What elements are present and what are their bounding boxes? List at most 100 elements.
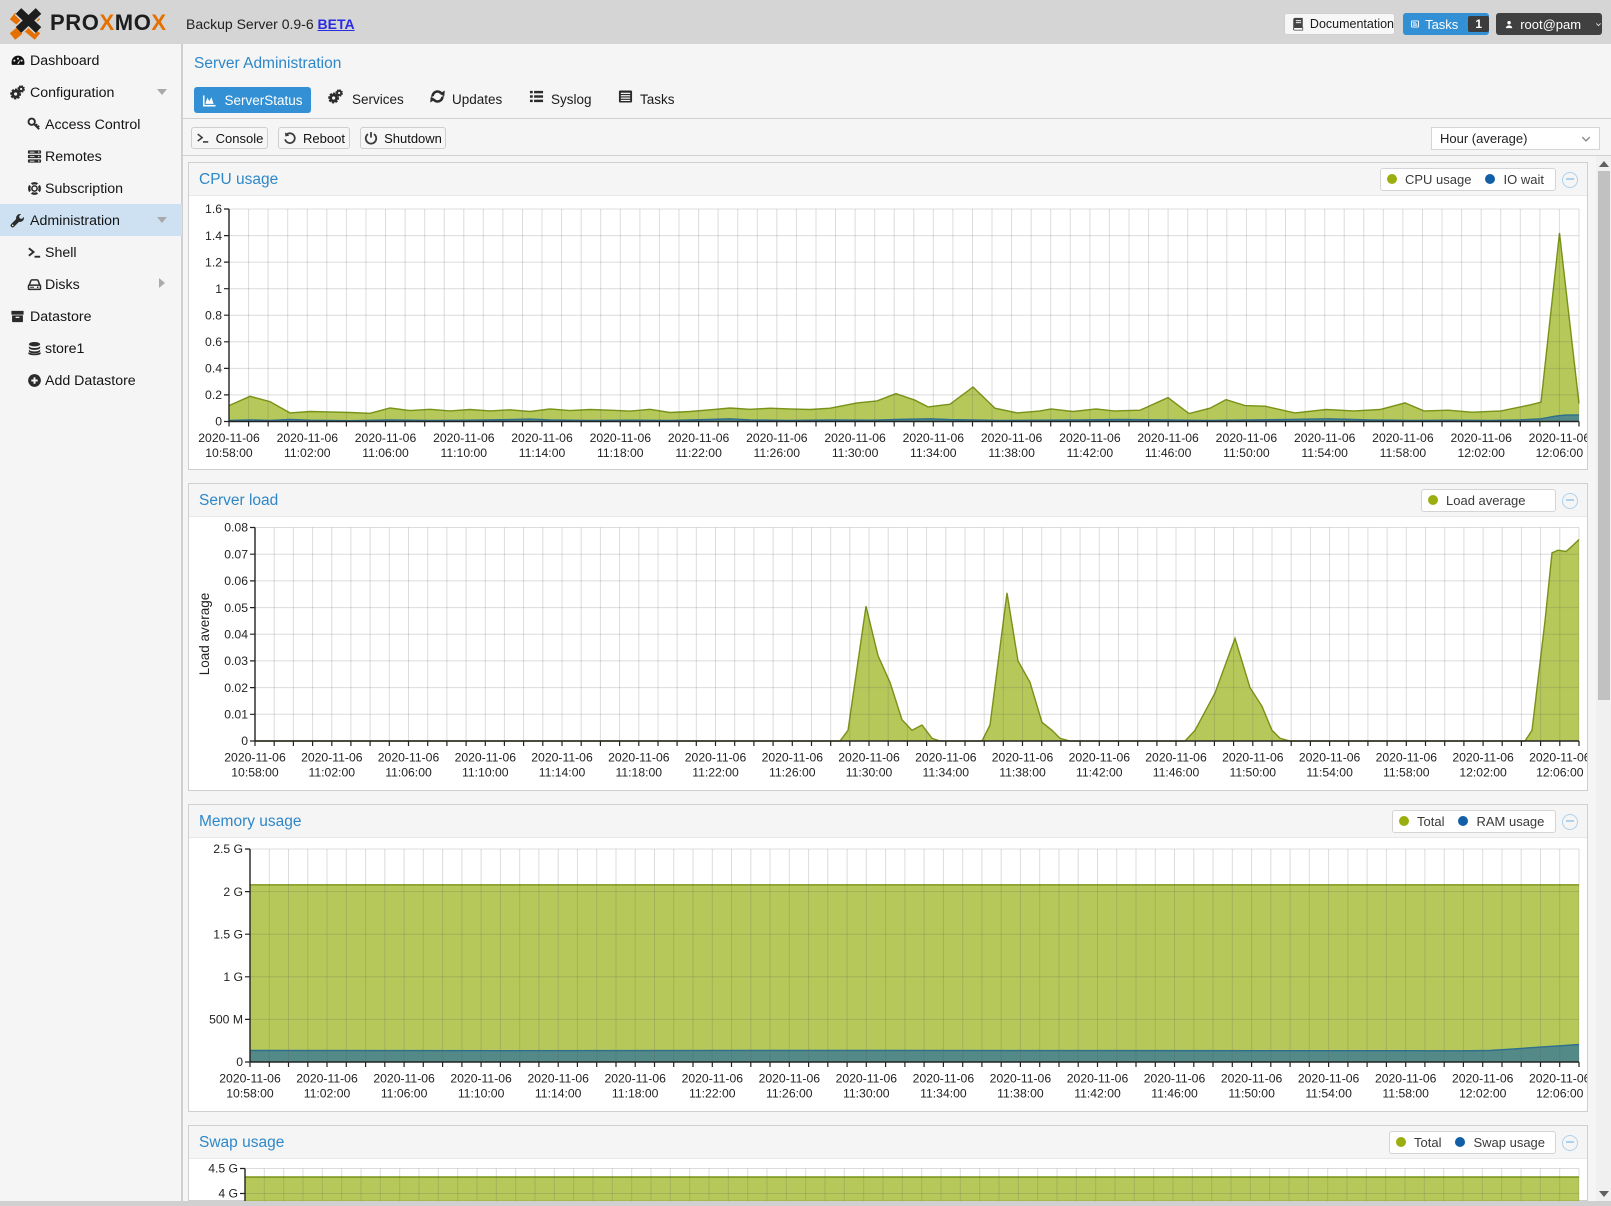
svg-text:11:14:00: 11:14:00 xyxy=(535,1087,582,1101)
svg-text:11:06:00: 11:06:00 xyxy=(385,766,432,780)
svg-text:1.5 G: 1.5 G xyxy=(213,927,243,941)
svg-text:11:14:00: 11:14:00 xyxy=(539,766,586,780)
svg-text:0.4: 0.4 xyxy=(205,362,222,376)
svg-text:2020-11-06: 2020-11-06 xyxy=(682,1072,744,1086)
svg-text:12:02:00: 12:02:00 xyxy=(1459,1087,1507,1101)
svg-text:11:30:00: 11:30:00 xyxy=(832,446,879,460)
svg-text:11:50:00: 11:50:00 xyxy=(1223,446,1270,460)
svg-text:2020-11-06: 2020-11-06 xyxy=(1450,431,1512,445)
svg-text:11:34:00: 11:34:00 xyxy=(923,766,970,780)
svg-text:2020-11-06: 2020-11-06 xyxy=(1221,1072,1283,1086)
svg-text:11:34:00: 11:34:00 xyxy=(910,446,957,460)
svg-text:2020-11-06: 2020-11-06 xyxy=(1216,431,1278,445)
svg-text:11:54:00: 11:54:00 xyxy=(1301,446,1348,460)
svg-text:2020-11-06: 2020-11-06 xyxy=(219,1072,281,1086)
svg-text:1.4: 1.4 xyxy=(205,229,222,243)
svg-text:2020-11-06: 2020-11-06 xyxy=(762,751,824,765)
svg-text:11:10:00: 11:10:00 xyxy=(462,766,509,780)
svg-text:11:14:00: 11:14:00 xyxy=(519,446,566,460)
svg-text:2020-11-06: 2020-11-06 xyxy=(1294,431,1356,445)
svg-text:11:46:00: 11:46:00 xyxy=(1151,1087,1198,1101)
svg-text:12:06:00: 12:06:00 xyxy=(1536,1087,1584,1101)
svg-text:11:30:00: 11:30:00 xyxy=(843,1087,890,1101)
svg-text:2020-11-06: 2020-11-06 xyxy=(455,751,517,765)
svg-text:11:10:00: 11:10:00 xyxy=(458,1087,505,1101)
svg-text:11:26:00: 11:26:00 xyxy=(766,1087,813,1101)
svg-text:0.6: 0.6 xyxy=(205,335,222,349)
svg-text:2.5 G: 2.5 G xyxy=(213,842,243,856)
svg-text:2020-11-06: 2020-11-06 xyxy=(903,431,965,445)
svg-text:11:06:00: 11:06:00 xyxy=(381,1087,428,1101)
svg-text:12:06:00: 12:06:00 xyxy=(1536,446,1584,460)
svg-text:0.06: 0.06 xyxy=(224,574,248,588)
svg-text:11:26:00: 11:26:00 xyxy=(754,446,801,460)
svg-text:2020-11-06: 2020-11-06 xyxy=(685,751,747,765)
svg-text:2020-11-06: 2020-11-06 xyxy=(836,1072,898,1086)
svg-text:0.03: 0.03 xyxy=(224,654,248,668)
svg-text:2020-11-06: 2020-11-06 xyxy=(531,751,593,765)
svg-text:2020-11-06: 2020-11-06 xyxy=(1222,751,1284,765)
svg-text:11:50:00: 11:50:00 xyxy=(1230,766,1277,780)
svg-text:500 M: 500 M xyxy=(209,1013,243,1027)
svg-text:0.05: 0.05 xyxy=(224,601,248,615)
svg-text:4.5 G: 4.5 G xyxy=(208,1162,238,1176)
svg-text:12:02:00: 12:02:00 xyxy=(1457,446,1505,460)
svg-text:Load average: Load average xyxy=(197,593,212,676)
svg-text:11:10:00: 11:10:00 xyxy=(441,446,488,460)
svg-text:11:22:00: 11:22:00 xyxy=(692,766,739,780)
svg-text:2020-11-06: 2020-11-06 xyxy=(590,431,652,445)
svg-text:1.6: 1.6 xyxy=(205,202,222,216)
svg-text:11:42:00: 11:42:00 xyxy=(1067,446,1114,460)
svg-text:11:46:00: 11:46:00 xyxy=(1145,446,1192,460)
svg-text:11:58:00: 11:58:00 xyxy=(1383,766,1430,780)
svg-text:1.2: 1.2 xyxy=(205,255,222,269)
svg-text:2020-11-06: 2020-11-06 xyxy=(1452,1072,1514,1086)
svg-text:11:58:00: 11:58:00 xyxy=(1382,1087,1429,1101)
svg-text:11:26:00: 11:26:00 xyxy=(769,766,816,780)
svg-text:11:50:00: 11:50:00 xyxy=(1228,1087,1275,1101)
svg-text:2020-11-06: 2020-11-06 xyxy=(296,1072,358,1086)
svg-text:2020-11-06: 2020-11-06 xyxy=(198,431,260,445)
svg-text:2020-11-06: 2020-11-06 xyxy=(511,431,573,445)
svg-text:0.01: 0.01 xyxy=(224,708,248,722)
svg-text:0.08: 0.08 xyxy=(224,521,248,535)
svg-text:2020-11-06: 2020-11-06 xyxy=(608,751,670,765)
svg-text:2020-11-06: 2020-11-06 xyxy=(604,1072,666,1086)
svg-text:2020-11-06: 2020-11-06 xyxy=(378,751,440,765)
svg-text:11:42:00: 11:42:00 xyxy=(1074,1087,1121,1101)
svg-text:2020-11-06: 2020-11-06 xyxy=(915,751,977,765)
svg-text:2020-11-06: 2020-11-06 xyxy=(838,751,900,765)
svg-text:11:38:00: 11:38:00 xyxy=(999,766,1046,780)
svg-text:11:02:00: 11:02:00 xyxy=(284,446,331,460)
svg-text:2020-11-06: 2020-11-06 xyxy=(913,1072,975,1086)
svg-text:0.02: 0.02 xyxy=(224,681,248,695)
svg-text:2020-11-06: 2020-11-06 xyxy=(224,751,286,765)
svg-text:2020-11-06: 2020-11-06 xyxy=(992,751,1054,765)
svg-text:2020-11-06: 2020-11-06 xyxy=(433,431,495,445)
svg-text:11:18:00: 11:18:00 xyxy=(616,766,663,780)
svg-text:2020-11-06: 2020-11-06 xyxy=(746,431,808,445)
svg-text:2020-11-06: 2020-11-06 xyxy=(277,431,339,445)
svg-text:11:30:00: 11:30:00 xyxy=(846,766,893,780)
svg-text:11:42:00: 11:42:00 xyxy=(1076,766,1123,780)
svg-text:2020-11-06: 2020-11-06 xyxy=(527,1072,589,1086)
svg-text:11:54:00: 11:54:00 xyxy=(1306,766,1353,780)
svg-text:12:06:00: 12:06:00 xyxy=(1536,766,1584,780)
svg-text:1: 1 xyxy=(215,282,222,296)
svg-text:2020-11-06: 2020-11-06 xyxy=(1452,751,1514,765)
svg-text:2020-11-06: 2020-11-06 xyxy=(1529,1072,1587,1086)
svg-text:2020-11-06: 2020-11-06 xyxy=(1372,431,1434,445)
svg-text:11:22:00: 11:22:00 xyxy=(689,1087,736,1101)
svg-text:10:58:00: 10:58:00 xyxy=(226,1087,274,1101)
svg-text:2020-11-06: 2020-11-06 xyxy=(1375,1072,1437,1086)
svg-text:0.2: 0.2 xyxy=(205,388,222,402)
svg-text:11:22:00: 11:22:00 xyxy=(675,446,722,460)
svg-text:2020-11-06: 2020-11-06 xyxy=(1059,431,1121,445)
svg-text:2020-11-06: 2020-11-06 xyxy=(1144,1072,1206,1086)
svg-text:11:46:00: 11:46:00 xyxy=(1153,766,1200,780)
svg-text:0.04: 0.04 xyxy=(224,628,248,642)
svg-text:1 G: 1 G xyxy=(223,970,243,984)
svg-text:11:02:00: 11:02:00 xyxy=(304,1087,351,1101)
svg-text:11:18:00: 11:18:00 xyxy=(597,446,644,460)
svg-text:4 G: 4 G xyxy=(218,1187,238,1201)
